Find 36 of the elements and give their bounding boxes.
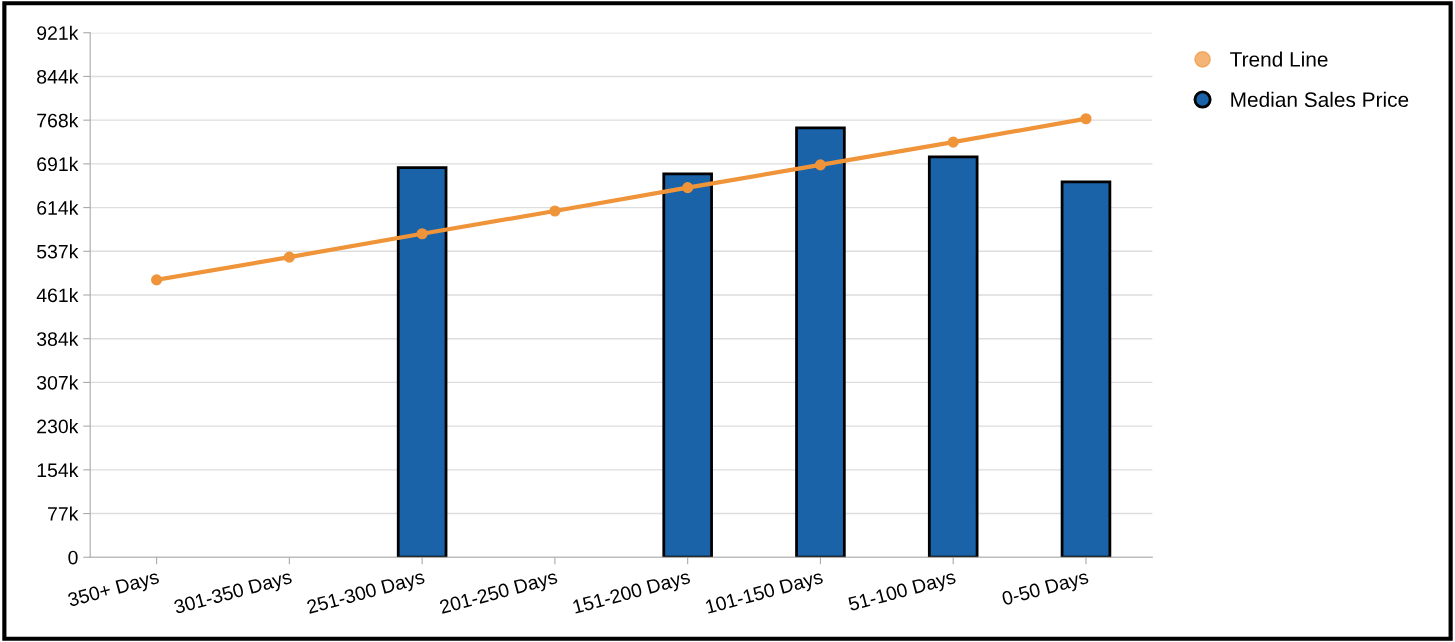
- x-tick-label: 51-100 Days: [847, 569, 958, 615]
- point: [416, 228, 428, 240]
- bar: [396, 166, 448, 558]
- bar: [927, 155, 979, 558]
- point: [283, 251, 295, 263]
- y-tick-label: 844k: [37, 69, 79, 84]
- y-tick-label: 384k: [36, 331, 79, 346]
- y-tick-label: 154k: [37, 462, 79, 478]
- bar: [795, 126, 846, 558]
- y-tick-label: 230k: [37, 419, 79, 434]
- point: [151, 274, 163, 286]
- y-tick-label: 537k: [37, 244, 79, 259]
- point: [947, 136, 959, 148]
- y-tick-label: 921k: [37, 25, 79, 40]
- point: [814, 159, 826, 171]
- legend-label: Trend Line: [1230, 51, 1328, 67]
- x-tick-label: 101-150 Days: [705, 569, 825, 618]
- bar: [1060, 180, 1112, 558]
- point: [1080, 113, 1092, 125]
- x-tick-label: 251-300 Days: [306, 569, 427, 618]
- x-tick-label: 350+ Days: [67, 569, 161, 611]
- x-tick-label: 301-350 Days: [173, 569, 294, 618]
- x-tick-label: 151-200 Days: [572, 569, 692, 618]
- y-tick-label: 691k: [37, 156, 79, 172]
- x-tick-label: 0-50 Days: [1001, 569, 1090, 610]
- y-tick-label: 768k: [37, 113, 79, 128]
- y-tick-label: 0: [68, 550, 78, 565]
- point: [682, 182, 694, 194]
- legend-label: Median Sales Price: [1231, 91, 1409, 108]
- y-tick-label: 614k: [37, 200, 79, 215]
- y-tick-label: 307k: [36, 375, 79, 390]
- point: [549, 205, 561, 217]
- x-tick-label: 201-250 Days: [439, 569, 559, 618]
- y-tick-label: 77k: [48, 506, 79, 521]
- bar: [662, 172, 713, 558]
- y-tick-label: 461k: [36, 287, 79, 303]
